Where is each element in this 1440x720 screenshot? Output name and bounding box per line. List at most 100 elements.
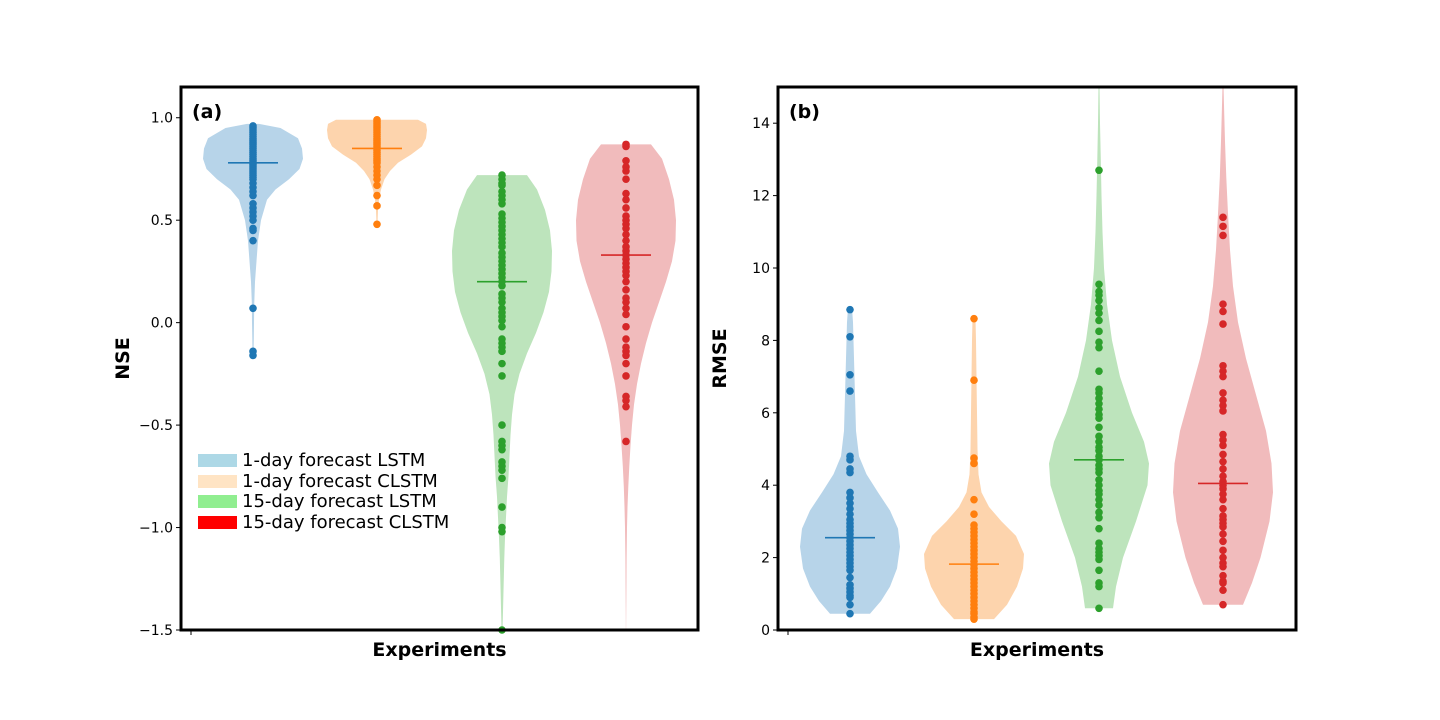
data-point [1219, 436, 1227, 444]
data-point [498, 347, 506, 356]
legend: 1-day forecast LSTM 1-day forecast CLSTM… [198, 450, 449, 533]
data-point [1219, 430, 1227, 439]
y-tick-label: −0.5 [139, 418, 173, 434]
data-point [622, 351, 630, 360]
legend-entry-1: 1-day forecast LSTM [198, 450, 425, 471]
data-point [622, 304, 630, 313]
data-point [846, 305, 854, 314]
data-point [1095, 296, 1103, 305]
data-point [498, 466, 506, 474]
data-point [622, 271, 630, 280]
data-point [846, 494, 854, 502]
data-point [970, 495, 978, 504]
data-point [1219, 401, 1227, 410]
data-point [846, 332, 854, 341]
data-point [622, 175, 630, 184]
data-point [1219, 300, 1227, 309]
data-point [1095, 539, 1103, 547]
data-point [1095, 316, 1103, 325]
data-point [373, 181, 381, 190]
data-point [622, 437, 630, 446]
panel-label-b: (b) [789, 101, 820, 123]
data-point [846, 593, 854, 602]
y-tick-label: 0.0 [151, 316, 173, 332]
data-point [1095, 291, 1103, 299]
data-point [498, 322, 506, 331]
data-point [1219, 579, 1227, 587]
x-axis-label-b: Experiments [970, 639, 1104, 661]
data-point [1095, 555, 1103, 564]
data-point [1219, 537, 1227, 546]
data-point [1095, 405, 1103, 413]
data-point [846, 370, 854, 379]
data-point [622, 298, 630, 306]
data-point [249, 191, 257, 200]
data-point [846, 456, 854, 464]
legend-label-4: 15-day forecast CLSTM [242, 512, 449, 533]
data-point [1095, 566, 1103, 575]
data-point [1219, 562, 1227, 571]
data-point [1219, 553, 1227, 562]
data-point [249, 236, 257, 245]
data-point [846, 609, 854, 618]
data-point [622, 277, 630, 286]
y-tick-label: 0.5 [151, 213, 173, 229]
legend-swatch-3 [198, 495, 237, 508]
data-point [1095, 437, 1103, 446]
data-point [249, 304, 257, 313]
data-point [622, 204, 630, 212]
data-point [622, 230, 630, 239]
legend-label-3: 15-day forecast LSTM [242, 491, 437, 512]
data-point [1095, 495, 1103, 504]
data-point [1095, 475, 1103, 484]
data-point [1095, 468, 1103, 477]
y-tick-label: −1.5 [139, 623, 173, 639]
data-point [622, 167, 630, 175]
data-point [498, 421, 506, 429]
data-point [1219, 389, 1227, 397]
data-point [1095, 490, 1103, 499]
y-tick-label: 8 [761, 333, 770, 349]
y-tick-label: 10 [752, 261, 770, 277]
data-point [498, 474, 506, 483]
data-point [1095, 166, 1103, 175]
data-point [1095, 481, 1103, 490]
data-point [498, 281, 506, 290]
violin-body [924, 318, 1024, 620]
data-point [498, 372, 506, 380]
data-point [498, 359, 506, 368]
data-point [1219, 367, 1227, 375]
data-point [1095, 582, 1103, 591]
data-point [1095, 338, 1103, 347]
x-axis-label-a: Experiments [372, 639, 506, 661]
panel-b: 0 2 4 6 8 10 12 14 (b) Experiments RMSE [709, 85, 1298, 661]
data-point [1219, 586, 1227, 594]
y-tick-label: 4 [761, 478, 770, 494]
data-point [970, 615, 978, 623]
data-point [622, 236, 630, 245]
data-point [1219, 504, 1227, 513]
data-point [622, 195, 630, 204]
panel-label-a: (a) [192, 101, 222, 123]
data-point [1095, 327, 1103, 336]
legend-swatch-4 [198, 516, 237, 529]
data-point [622, 142, 630, 151]
data-point [1095, 304, 1103, 312]
data-point [846, 510, 854, 518]
data-point [498, 445, 506, 454]
legend-entry-2: 1-day forecast CLSTM [198, 471, 438, 492]
data-point [1219, 457, 1227, 466]
data-point [1095, 280, 1103, 289]
data-point [622, 335, 630, 343]
data-point [249, 226, 257, 235]
data-point [373, 175, 381, 184]
data-point [1219, 441, 1227, 450]
data-point [970, 376, 978, 385]
y-tick-label: 1.0 [151, 111, 173, 127]
data-point [498, 316, 506, 325]
data-point [1219, 231, 1227, 240]
legend-label-1: 1-day forecast LSTM [242, 450, 425, 471]
data-point [622, 310, 630, 319]
violin-body [1173, 87, 1273, 605]
data-point [1219, 571, 1227, 580]
